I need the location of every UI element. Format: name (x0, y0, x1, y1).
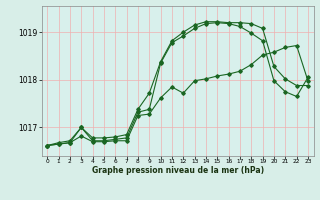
X-axis label: Graphe pression niveau de la mer (hPa): Graphe pression niveau de la mer (hPa) (92, 166, 264, 175)
